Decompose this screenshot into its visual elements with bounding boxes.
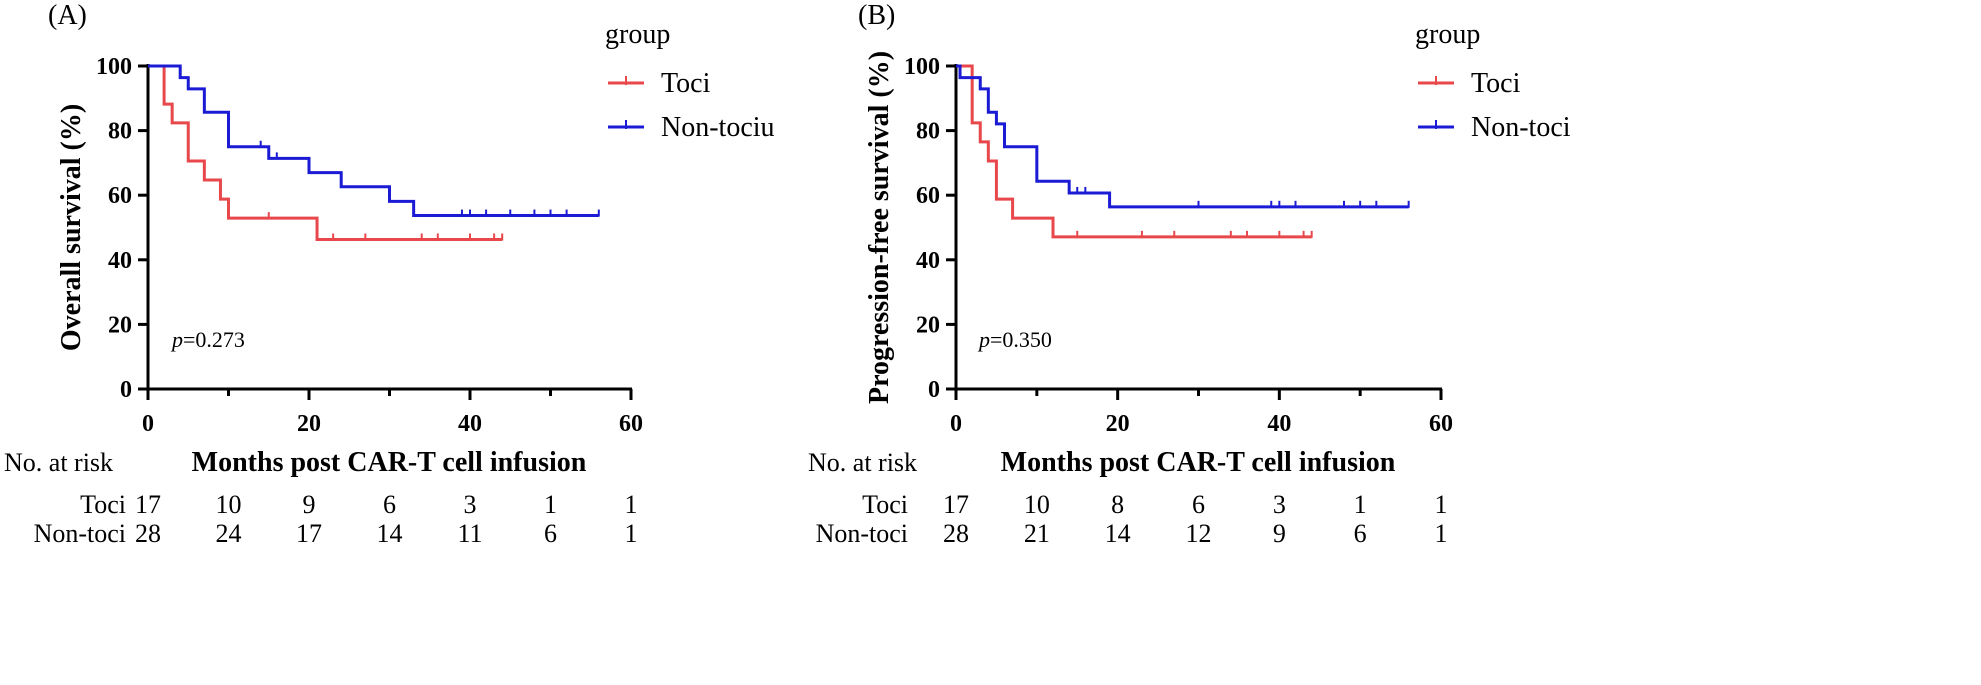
survival-curve — [148, 64, 503, 241]
p-value-symbol: p — [170, 327, 183, 352]
risk-count: 1 — [1354, 490, 1367, 519]
risk-count: 3 — [1273, 490, 1286, 519]
survival-curve — [956, 64, 1409, 209]
p-value: p=0.350 — [977, 327, 1052, 352]
p-value-number: =0.273 — [183, 327, 245, 352]
x-tick-label: 60 — [619, 411, 643, 437]
y-axis-label: Overall survival (%) — [56, 104, 87, 351]
x-tick-label: 0 — [950, 411, 962, 437]
risk-count: 17 — [296, 519, 322, 548]
legend-label: Toci — [1471, 68, 1521, 99]
y-tick-label: 100 — [904, 54, 940, 80]
x-tick-label: 0 — [142, 411, 154, 437]
risk-count: 24 — [216, 519, 242, 548]
x-axis-label: Months post CAR-T cell infusion — [1001, 447, 1396, 478]
risk-row-label: Toci — [862, 490, 908, 519]
panel-label: (A) — [48, 0, 87, 31]
y-axis-label: Progression-free survival (%) — [864, 51, 895, 404]
survival-curve — [956, 64, 1312, 239]
risk-count: 1 — [1435, 490, 1448, 519]
km-series-non-toci — [956, 64, 1410, 209]
x-tick-label: 40 — [1267, 411, 1291, 437]
legend: group Toci Non-tociu — [605, 19, 775, 143]
y-tick-label: 0 — [120, 377, 132, 403]
risk-count: 17 — [943, 490, 969, 519]
legend-label: Toci — [661, 68, 711, 99]
risk-row-label: Non-toci — [816, 519, 908, 548]
p-value-symbol: p — [977, 327, 990, 352]
y-tick-label: 20 — [916, 312, 940, 338]
risk-row-label: Non-toci — [34, 519, 126, 548]
x-tick-label: 20 — [1106, 411, 1130, 437]
y-tick-label: 20 — [108, 312, 132, 338]
x-axis-label: Months post CAR-T cell infusion — [192, 447, 587, 478]
risk-count: 6 — [1354, 519, 1367, 548]
y-tick-label: 80 — [108, 119, 132, 145]
legend-title: group — [605, 19, 670, 50]
y-tick-label: 80 — [916, 119, 940, 145]
legend: group Toci Non-toci — [1415, 19, 1571, 143]
risk-count: 8 — [1111, 490, 1124, 519]
risk-count: 6 — [383, 490, 396, 519]
risk-count: 1 — [625, 490, 638, 519]
panel-label: (B) — [858, 0, 895, 31]
km-series-toci — [148, 64, 504, 241]
risk-count: 11 — [457, 519, 482, 548]
risk-count: 1 — [1435, 519, 1448, 548]
x-tick-label: 60 — [1429, 411, 1453, 437]
risk-count: 9 — [1273, 519, 1286, 548]
risk-count: 10 — [216, 490, 242, 519]
km-series-non-toci — [148, 64, 600, 218]
legend-title: group — [1415, 19, 1480, 50]
km-panel-a: (A) 0 20 40 60 80 100 0 20 40 60 Overall survival (… — [4, 0, 775, 548]
p-value-number: =0.350 — [990, 327, 1052, 352]
risk-count: 9 — [303, 490, 316, 519]
risk-count: 3 — [464, 490, 477, 519]
risk-count: 1 — [544, 490, 557, 519]
risk-count: 17 — [135, 490, 161, 519]
risk-row-label: Toci — [80, 490, 126, 519]
risk-table-header: No. at risk — [808, 448, 917, 477]
km-series-toci — [956, 64, 1313, 239]
y-tick-label: 60 — [916, 183, 940, 209]
km-panel-b: (B) 0 20 40 60 80 100 0 20 40 60 Progression-free s… — [808, 0, 1571, 548]
risk-count: 14 — [1105, 519, 1131, 548]
legend-label: Non-toci — [1471, 112, 1571, 143]
risk-count: 21 — [1024, 519, 1050, 548]
y-tick-label: 100 — [96, 54, 132, 80]
risk-count: 28 — [135, 519, 161, 548]
y-tick-label: 60 — [108, 183, 132, 209]
survival-curve — [148, 64, 599, 218]
y-tick-label: 40 — [108, 248, 132, 274]
risk-count: 12 — [1186, 519, 1212, 548]
risk-table-header: No. at risk — [4, 448, 113, 477]
risk-count: 6 — [1192, 490, 1205, 519]
risk-count: 28 — [943, 519, 969, 548]
y-tick-label: 40 — [916, 248, 940, 274]
risk-count: 14 — [377, 519, 403, 548]
risk-count: 10 — [1024, 490, 1050, 519]
risk-count: 6 — [544, 519, 557, 548]
p-value: p=0.273 — [170, 327, 245, 352]
x-tick-label: 20 — [297, 411, 321, 437]
x-tick-label: 40 — [458, 411, 482, 437]
risk-count: 1 — [625, 519, 638, 548]
y-tick-label: 0 — [928, 377, 940, 403]
legend-label: Non-tociu — [661, 112, 775, 143]
